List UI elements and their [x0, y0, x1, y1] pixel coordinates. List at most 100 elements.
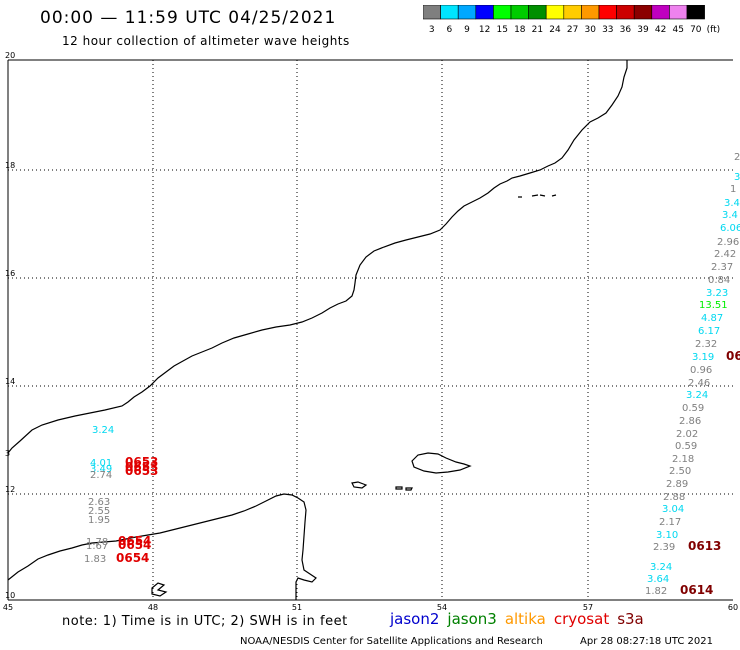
time-label: 0613	[688, 539, 721, 553]
satellite-legend-item: altika	[504, 610, 546, 628]
latitude-label: 16	[5, 269, 15, 278]
wave-height-value: 2.02	[676, 429, 698, 440]
colorbar-label: 27	[567, 25, 578, 35]
wave-height-value: 0.84	[708, 275, 730, 286]
time-label: 0614	[680, 583, 713, 597]
wave-height-value: 6.06	[720, 223, 740, 234]
longitude-label: 45	[3, 603, 13, 610]
wave-height-value: 2.86	[679, 416, 701, 427]
abd-al-kuri-island	[351, 481, 368, 489]
latitude-label: 20	[5, 51, 15, 60]
colorbar-label: 18	[514, 25, 526, 35]
satellite-legend-item: cryosat	[553, 610, 610, 628]
wave-height-value: 4.87	[701, 313, 723, 324]
wave-height-value: 3.49	[90, 464, 112, 475]
wave-height-value: 1.67	[86, 541, 108, 552]
wave-height-value: 2.18	[672, 454, 694, 465]
colorbar-label: 42	[655, 25, 666, 35]
colorbar-label: 33	[602, 25, 613, 35]
colorbar-label: 45	[672, 25, 683, 35]
wave-height-value: 3.23	[706, 288, 728, 299]
wave-height-value: 2.50	[669, 466, 691, 477]
longitude-labels: 45 48 51 54 57 60	[3, 603, 738, 610]
colorbar-label: 3	[429, 25, 435, 35]
ras-hafun-outline	[151, 582, 168, 597]
wave-height-value: 3.24	[92, 425, 114, 436]
wave-height-value: 2	[734, 152, 740, 163]
wave-height-value: 3.4	[724, 198, 740, 209]
time-label: 0654	[118, 538, 151, 552]
latitude-label: 12	[5, 485, 15, 494]
latitude-label: 10	[5, 591, 15, 600]
wave-height-value: 2.55	[88, 506, 110, 517]
wave-height-value: 13.51	[699, 300, 728, 311]
time-label: 0653	[125, 460, 158, 474]
wave-height-value: 0.59	[682, 403, 704, 414]
colorbar-unit: (ft)	[707, 25, 721, 35]
wave-height-value: 3.64	[647, 574, 669, 585]
time-label: 0653	[125, 455, 158, 469]
wave-height-value: 3	[734, 172, 740, 183]
wave-height-value: 2.96	[717, 237, 739, 248]
wave-height-value: 1.83	[84, 554, 106, 565]
colorbar-label: 39	[637, 25, 649, 35]
wave-height-value: 3.4	[722, 210, 738, 221]
latitude-label: 14	[5, 377, 15, 386]
wave-height-value: 3.24	[686, 390, 708, 401]
colorbar-label: 30	[584, 25, 596, 35]
wave-height-value: 6.17	[698, 326, 720, 337]
satellite-legend-item: jason2	[390, 610, 440, 628]
colorbar-label: 24	[549, 25, 561, 35]
time-label: 0653	[125, 464, 158, 478]
footer-timestamp: Apr 28 08:27:18 UTC 2021	[580, 636, 713, 647]
wave-height-value: 1	[730, 184, 736, 195]
footer-credit: NOAA/NESDIS Center for Satellite Applica…	[240, 636, 543, 647]
satellite-legend: jason2 jason3 altika cryosat s3a	[390, 610, 652, 628]
satellite-legend-item: jason3	[447, 610, 497, 628]
map-frame	[7, 59, 733, 601]
wave-height-value: 2.17	[659, 517, 681, 528]
colorbar-label: 36	[620, 25, 632, 35]
colorbar-swatch	[686, 5, 705, 20]
wave-height-value: 2.42	[714, 249, 736, 260]
colorbar-label: 21	[532, 25, 543, 35]
wave-height-value: 1.82	[645, 586, 667, 597]
socotra-island	[411, 452, 472, 474]
time-label: 0654	[118, 534, 151, 548]
wave-height-value: 0.96	[690, 365, 712, 376]
wave-height-colorbar: 3 6 9 12 15 18 21 24 27 30 33 36 39 42 45 70 (ft)	[423, 5, 721, 35]
wave-height-value: 1.95	[88, 515, 110, 526]
map-grid	[8, 60, 733, 600]
wave-height-value: 2.32	[695, 339, 717, 350]
wave-height-value: 0.59	[675, 441, 697, 452]
time-label: 0654	[116, 551, 149, 565]
coastline	[7, 60, 628, 600]
wave-height-value: 2.74	[90, 470, 112, 481]
longitude-label: 48	[148, 603, 158, 610]
colorbar-label: 15	[496, 25, 507, 35]
wave-height-value: 2.37	[711, 262, 733, 273]
wave-height-value: 3.24	[650, 562, 672, 573]
latitude-labels: 20 18 16 14 12 10 3	[5, 51, 15, 600]
samhah-island	[395, 486, 403, 490]
footer-note: note: 1) Time is in UTC; 2) SWH is in fe…	[62, 614, 348, 629]
colorbar-label: 12	[479, 25, 490, 35]
longitude-label: 54	[437, 603, 447, 610]
latitude-label: 18	[5, 161, 15, 170]
wave-height-value: 1.78	[86, 537, 108, 548]
wave-height-value: 3.19	[692, 352, 714, 363]
clipped-latitude-label: 3	[5, 449, 10, 458]
time-label: 06	[726, 349, 740, 363]
longitude-label: 57	[583, 603, 593, 610]
wave-height-value: 2.46	[688, 378, 710, 389]
wave-height-value: 2.88	[663, 492, 685, 503]
colorbar-label: 6	[447, 25, 453, 35]
wave-height-value: 3.04	[662, 504, 684, 515]
longitude-label: 51	[292, 603, 302, 610]
wave-height-value: 2.39	[653, 542, 675, 553]
longitude-label: 60	[728, 603, 738, 610]
satellite-legend-item: s3a	[617, 610, 644, 628]
map-title: 00:00 — 11:59 UTC 04/25/2021	[40, 8, 337, 28]
